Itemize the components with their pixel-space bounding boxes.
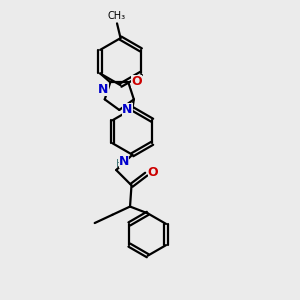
Text: N: N bbox=[98, 83, 109, 96]
Text: CH₃: CH₃ bbox=[108, 11, 126, 21]
Text: N: N bbox=[119, 155, 130, 168]
Text: O: O bbox=[148, 166, 158, 179]
Text: O: O bbox=[131, 75, 142, 88]
Text: N: N bbox=[122, 103, 133, 116]
Text: H: H bbox=[116, 159, 124, 169]
